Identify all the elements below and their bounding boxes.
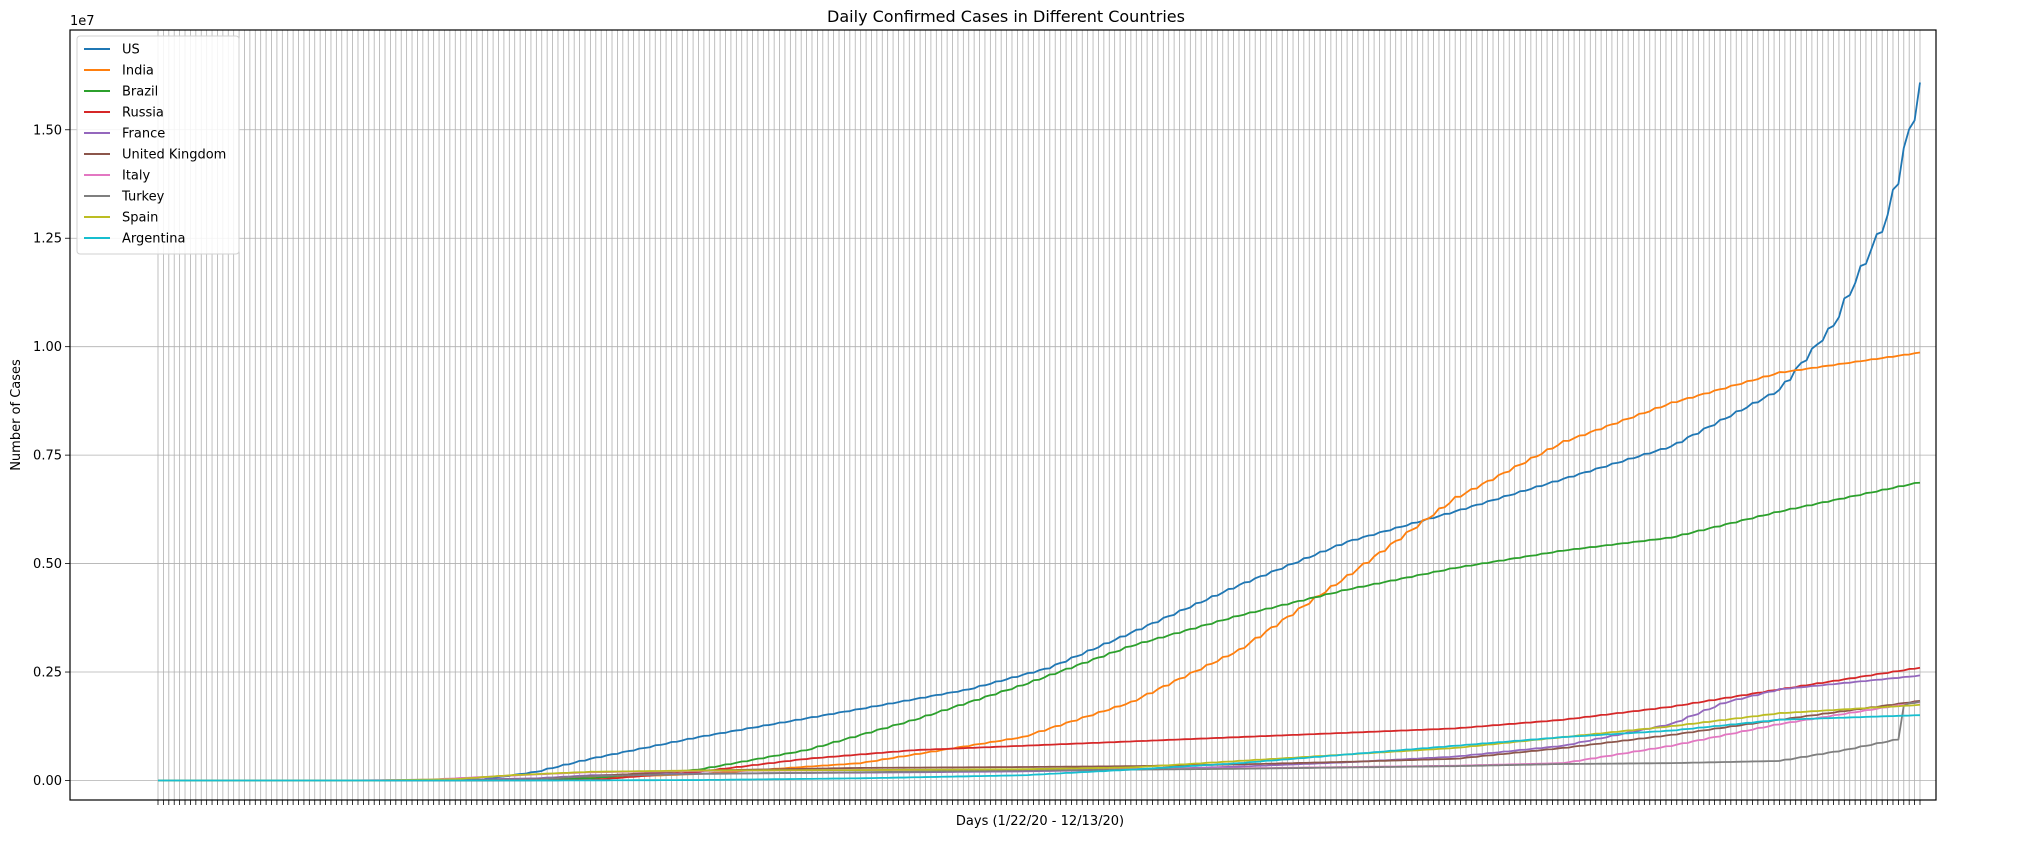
y-tick-label: 1.00 bbox=[33, 340, 62, 355]
legend-label: India bbox=[122, 64, 154, 79]
series-line-spain bbox=[158, 703, 1921, 782]
legend-box bbox=[76, 35, 240, 255]
legend-label: Brazil bbox=[122, 85, 158, 100]
series-line-argentina bbox=[158, 714, 1921, 782]
y-tick-label: 1.25 bbox=[33, 232, 62, 247]
plot-frame bbox=[69, 29, 1937, 801]
legend: US India Brazil Russia France United Kingdom I… bbox=[76, 35, 240, 255]
y-tick-label: 0.25 bbox=[33, 666, 62, 681]
y-tick-label: 0.50 bbox=[33, 557, 62, 572]
y-tick-label: 0.75 bbox=[33, 449, 62, 464]
legend-label: Russia bbox=[122, 106, 164, 121]
series-lines bbox=[158, 82, 1921, 782]
chart-title: Daily Confirmed Cases in Different Count… bbox=[827, 7, 1185, 26]
legend-label: United Kingdom bbox=[122, 148, 226, 163]
y-tick-label: 1.50 bbox=[33, 123, 62, 138]
x-ticks bbox=[157, 800, 1921, 805]
y-ticks: 0.00 0.25 0.50 0.75 1.00 1.25 1.50 bbox=[33, 123, 70, 789]
legend-label: Argentina bbox=[122, 232, 185, 247]
legend-label: Turkey bbox=[121, 190, 165, 205]
legend-label: France bbox=[122, 127, 165, 142]
y-tick-label: 0.00 bbox=[33, 774, 62, 789]
legend-label: US bbox=[122, 43, 140, 58]
legend-label: Italy bbox=[122, 169, 151, 184]
y-scale-label: 1e7 bbox=[70, 14, 95, 29]
y-axis-label: Number of Cases bbox=[9, 359, 24, 471]
x-axis-label: Days (1/22/20 - 12/13/20) bbox=[956, 814, 1124, 829]
legend-label: Spain bbox=[122, 211, 158, 226]
